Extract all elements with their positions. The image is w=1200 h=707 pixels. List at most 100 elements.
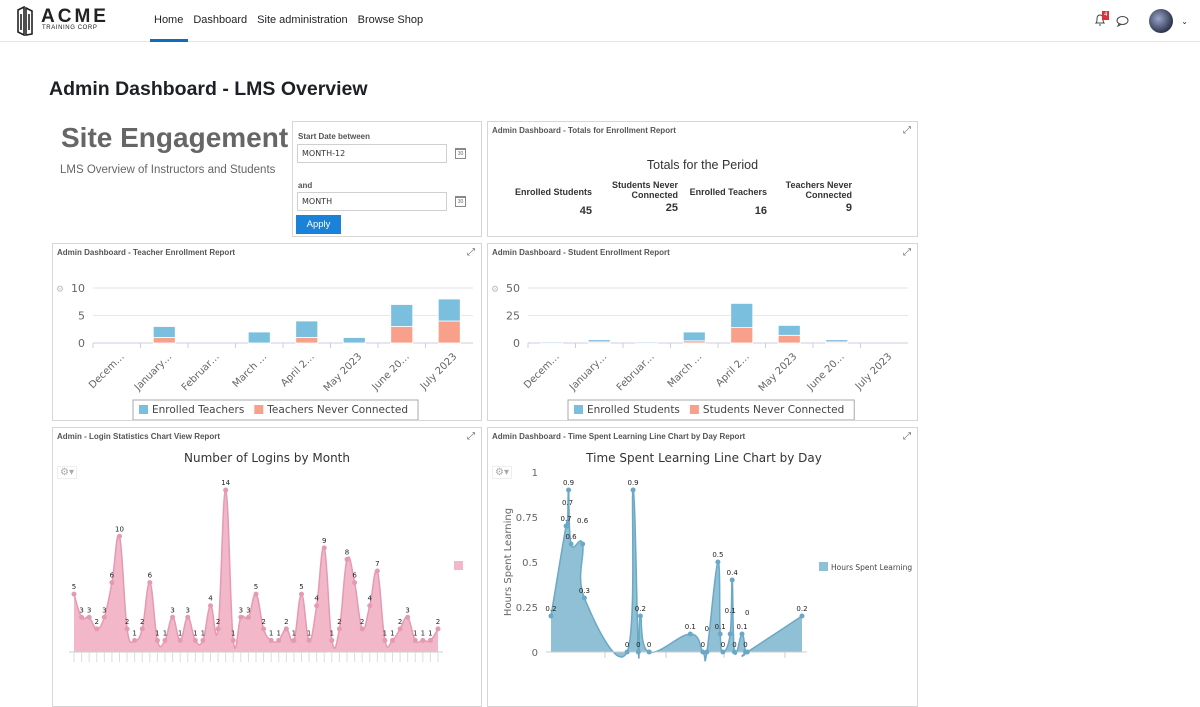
expand-icon[interactable]: ⤢ bbox=[467, 431, 475, 442]
nav-site-administration[interactable]: Site administration bbox=[257, 14, 348, 26]
total-enrolled-teachers: Enrolled Teachers 16 bbox=[682, 180, 767, 217]
expand-icon[interactable]: ⤢ bbox=[903, 431, 911, 442]
data-label: 3 bbox=[246, 606, 250, 614]
legend-box bbox=[567, 399, 855, 420]
nav-home[interactable]: Home bbox=[150, 0, 189, 42]
data-point bbox=[566, 487, 572, 493]
data-point bbox=[223, 487, 229, 493]
calendar-icon[interactable]: 30 bbox=[455, 148, 466, 159]
nav-browse-shop[interactable]: Browse Shop bbox=[357, 14, 424, 26]
bar-enrolled bbox=[540, 341, 564, 344]
y-tick-label: 0.5 bbox=[522, 558, 538, 569]
total-value: 45 bbox=[579, 205, 592, 217]
data-label: 2 bbox=[95, 618, 99, 626]
messages-icon[interactable] bbox=[1116, 15, 1129, 27]
panel-title: Admin Dashboard - Time Spent Learning Li… bbox=[492, 432, 746, 441]
data-point bbox=[744, 649, 750, 655]
data-point bbox=[359, 626, 365, 632]
data-point bbox=[268, 637, 274, 643]
user-menu-chevron-icon[interactable]: ⌄ bbox=[1181, 16, 1188, 26]
data-point bbox=[717, 631, 723, 637]
y-tick-label: 25 bbox=[506, 310, 520, 323]
data-point bbox=[336, 626, 342, 632]
data-label: 1 bbox=[269, 629, 273, 637]
start-date-input[interactable] bbox=[297, 144, 447, 163]
data-label: 1 bbox=[231, 629, 235, 637]
total-value: 25 bbox=[665, 202, 678, 214]
y-tick-label: 0 bbox=[78, 337, 85, 350]
acme-logo[interactable]: ACME TRAINING CORP bbox=[16, 5, 109, 37]
y-axis-label: Hours Spent Learning bbox=[503, 508, 514, 616]
chart-settings-icon[interactable]: ⚙▾ bbox=[492, 466, 512, 479]
y-tick-label: 0 bbox=[532, 648, 538, 659]
logo-text: ACME bbox=[41, 6, 109, 27]
data-label: 0.7 bbox=[560, 515, 571, 523]
data-point bbox=[132, 637, 138, 643]
data-label: 3 bbox=[405, 606, 409, 614]
data-point bbox=[200, 637, 206, 643]
bar-enrolled bbox=[390, 304, 414, 327]
data-label: 0 bbox=[721, 641, 725, 649]
data-point bbox=[397, 626, 403, 632]
logins-area bbox=[74, 489, 438, 652]
x-tick-label: March … bbox=[666, 351, 705, 390]
bar-never-connected bbox=[730, 327, 754, 344]
x-tick-label: Decem… bbox=[522, 351, 562, 391]
expand-icon[interactable]: ⤢ bbox=[467, 247, 475, 258]
x-tick-label: March … bbox=[231, 351, 270, 390]
chart-settings-icon[interactable]: ⚙▾ bbox=[57, 466, 77, 479]
nav-dashboard[interactable]: Dashboard bbox=[193, 14, 248, 26]
bar-enrolled bbox=[437, 298, 461, 322]
data-label: 3 bbox=[87, 606, 91, 614]
data-label: 2 bbox=[436, 618, 440, 626]
data-label: 0.6 bbox=[577, 517, 589, 525]
calendar-icon[interactable]: 30 bbox=[455, 196, 466, 207]
data-label: 4 bbox=[314, 595, 319, 603]
data-point bbox=[245, 614, 251, 620]
apply-button[interactable]: Apply bbox=[296, 215, 341, 234]
data-label: 1 bbox=[277, 629, 281, 637]
data-point bbox=[646, 649, 652, 655]
data-label: 0.3 bbox=[579, 587, 590, 595]
data-point bbox=[568, 541, 574, 547]
chart-settings-icon: ⚙ bbox=[56, 285, 64, 295]
data-point bbox=[230, 637, 236, 643]
data-point bbox=[727, 631, 733, 637]
data-label: 3 bbox=[186, 606, 190, 614]
legend-swatch bbox=[254, 405, 264, 414]
bar-enrolled bbox=[587, 339, 611, 343]
legend-label: Enrolled Teachers bbox=[152, 404, 244, 416]
data-label: 8 bbox=[345, 548, 349, 556]
data-label: 6 bbox=[352, 572, 357, 580]
student-enrollment-panel: Admin Dashboard - Student Enrollment Rep… bbox=[487, 243, 918, 421]
data-point bbox=[581, 595, 587, 601]
total-value: 16 bbox=[754, 205, 767, 217]
bar-enrolled bbox=[730, 303, 754, 329]
data-label: 1 bbox=[330, 629, 334, 637]
chart-settings-icon: ⚙ bbox=[491, 285, 499, 295]
notifications-button[interactable]: 4 bbox=[1094, 11, 1110, 29]
login-statistics-panel: Admin - Login Statistics Chart View Repo… bbox=[52, 427, 482, 707]
data-label: 1 bbox=[307, 629, 311, 637]
expand-icon[interactable]: ⤢ bbox=[903, 125, 911, 136]
user-avatar[interactable] bbox=[1149, 9, 1174, 33]
total-label: Teachers Never Connected bbox=[785, 180, 852, 200]
data-label: 1 bbox=[383, 629, 387, 637]
legend-swatch bbox=[574, 405, 583, 414]
data-label: 0 bbox=[636, 641, 640, 649]
y-tick-label: 1 bbox=[532, 468, 538, 479]
totals-panel: Admin Dashboard - Totals for Enrollment … bbox=[487, 121, 918, 237]
y-tick-label: 0.75 bbox=[516, 513, 538, 524]
data-label: 0 bbox=[732, 641, 736, 649]
data-label: 0.2 bbox=[635, 605, 646, 613]
data-label: 0.1 bbox=[715, 623, 726, 631]
data-label: 1 bbox=[413, 629, 417, 637]
engagement-title: Site Engagement bbox=[61, 122, 289, 153]
data-point bbox=[344, 556, 350, 562]
bar-never-connected bbox=[295, 337, 319, 344]
end-date-input[interactable] bbox=[297, 192, 447, 211]
data-point bbox=[635, 649, 641, 655]
y-tick-label: 5 bbox=[78, 310, 85, 323]
data-point bbox=[720, 649, 726, 655]
expand-icon[interactable]: ⤢ bbox=[903, 247, 911, 258]
